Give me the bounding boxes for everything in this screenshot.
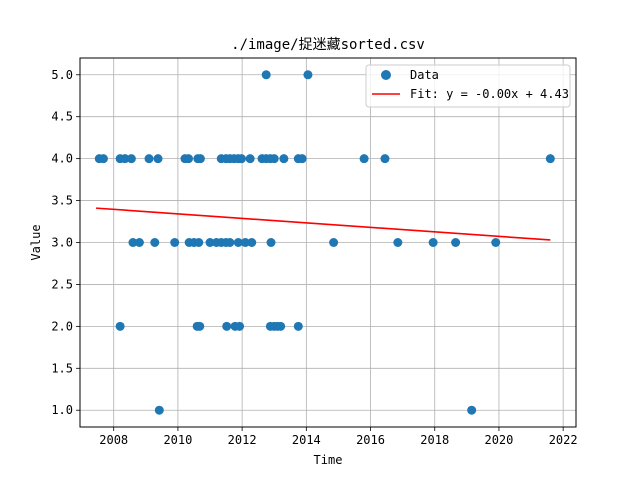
data-point <box>195 321 205 331</box>
data-point <box>233 238 243 247</box>
y-tick-label: 4.0 <box>51 152 73 166</box>
data-point <box>491 238 501 247</box>
data-point <box>380 154 390 164</box>
data-point <box>205 238 215 247</box>
y-tick-label: 2.5 <box>51 277 73 291</box>
data-point <box>195 154 205 164</box>
y-tick-label: 1.0 <box>51 403 73 417</box>
data-point <box>115 321 125 331</box>
data-point <box>297 154 307 164</box>
data-point <box>236 154 246 164</box>
legend-label-fit: Fit: y = -0.00x + 4.43 <box>410 87 569 101</box>
x-tick-label: 2008 <box>99 433 128 447</box>
data-point <box>269 154 279 164</box>
y-tick-label: 3.5 <box>51 194 73 208</box>
data-point <box>170 238 180 247</box>
data-point <box>261 70 271 80</box>
data-point <box>184 154 194 164</box>
data-point <box>194 238 204 247</box>
data-point <box>144 154 154 164</box>
data-point <box>225 238 235 247</box>
legend: Data Fit: y = -0.00x + 4.43 <box>365 64 571 108</box>
data-point <box>126 154 136 164</box>
data-point <box>247 238 257 247</box>
legend-box <box>365 64 571 108</box>
x-tick-label: 2014 <box>292 433 321 447</box>
x-tick-label: 2022 <box>549 433 578 447</box>
y-tick-label: 5.0 <box>51 68 73 82</box>
data-point <box>393 238 403 247</box>
x-tick-label: 2018 <box>420 433 449 447</box>
y-tick-label: 2.0 <box>51 319 73 333</box>
data-point <box>245 154 255 164</box>
data-point <box>329 238 339 247</box>
data-point <box>545 154 555 164</box>
data-point <box>279 154 289 164</box>
chart-title: ./image/捉迷藏sorted.csv <box>231 37 425 53</box>
x-tick-label: 2012 <box>228 433 257 447</box>
data-point <box>293 321 303 331</box>
fit-line <box>95 207 551 241</box>
data-point <box>428 238 438 247</box>
x-tick-label: 2016 <box>356 433 385 447</box>
y-tick-label: 3.0 <box>51 236 73 250</box>
data-point <box>359 154 369 164</box>
data-point <box>150 238 160 247</box>
x-axis-label: Time <box>314 453 343 467</box>
data-point <box>467 405 477 415</box>
legend-label-data: Data <box>410 68 439 82</box>
data-point <box>134 238 144 247</box>
data-layer <box>94 70 555 415</box>
data-point <box>276 321 286 331</box>
data-point <box>235 321 245 331</box>
data-point <box>153 154 163 164</box>
ticks: 2008 2010 2012 2014 2016 2018 2020 2022 1.0 1.5 2.… <box>51 68 577 447</box>
data-point <box>266 238 276 247</box>
legend-marker-data <box>381 70 391 80</box>
y-tick-label: 4.5 <box>51 110 73 124</box>
y-tick-label: 1.5 <box>51 361 73 375</box>
y-axis-label: Value <box>29 224 43 260</box>
data-point <box>240 238 250 247</box>
data-point <box>303 70 313 80</box>
data-point <box>451 238 461 247</box>
data-point <box>120 154 130 164</box>
data-point <box>222 321 232 331</box>
x-tick-label: 2020 <box>484 433 513 447</box>
data-point <box>128 238 138 247</box>
data-point <box>154 405 164 415</box>
x-tick-label: 2010 <box>163 433 192 447</box>
data-point <box>98 154 108 164</box>
